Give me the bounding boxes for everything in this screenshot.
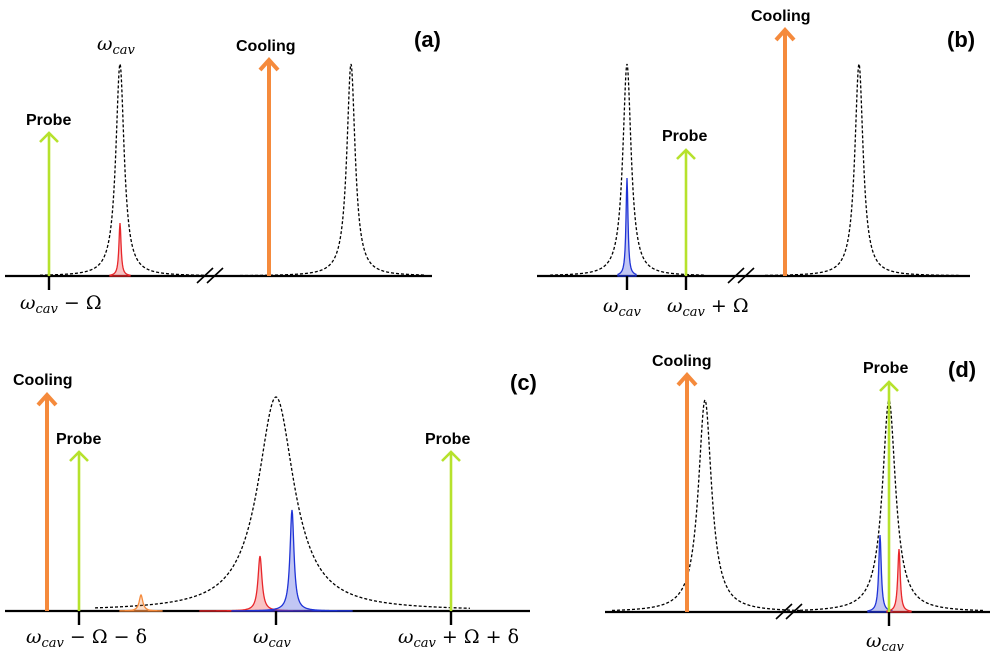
cooling-label-c: Cooling <box>13 372 73 389</box>
break-mark-a <box>196 267 224 284</box>
probe-label-d: Probe <box>863 360 908 377</box>
cavity-curve-d-left <box>611 398 801 612</box>
cooling-arrow-a <box>258 57 280 276</box>
tick-label-c-3: ωcav + Ω + δ <box>398 626 519 651</box>
red-sideband-peak-d <box>886 548 912 613</box>
red-sideband-peak-a <box>109 222 131 277</box>
panel-a: Probe Cooling (a) ωcav ωcav − Ω <box>5 27 441 317</box>
cavity-curve-a-left <box>39 63 206 276</box>
panel-label-a: (a) <box>414 27 441 52</box>
tick-label-c-2: ωcav <box>253 626 292 651</box>
panel-d: Cooling Probe (d) ωcav <box>605 353 990 655</box>
cavity-curve-c <box>94 396 471 609</box>
panel-label-b: (b) <box>947 27 975 52</box>
cavity-curve-b-left <box>549 63 706 276</box>
tick-label-a: ωcav − Ω <box>20 292 102 317</box>
blue-sideband-peak-b <box>617 177 637 277</box>
cooling-arrow-c <box>36 392 58 611</box>
probe-label-b: Probe <box>662 128 707 145</box>
cooling-arrow-d <box>676 372 698 612</box>
probe-arrow-c-left <box>69 450 89 611</box>
break-mark-d <box>775 603 803 620</box>
probe-arrow-b <box>676 148 696 276</box>
cavity-curve-b-right <box>765 63 960 277</box>
tick-label-b-1: ωcav <box>603 295 642 320</box>
tick-label-c-1: ωcav − Ω − δ <box>26 626 147 651</box>
break-mark-b <box>727 267 755 284</box>
probe-arrow-c-right <box>441 450 461 611</box>
panel-b: Probe Cooling (b) ωcav ωcav + Ω <box>537 8 975 320</box>
tick-label-b-2: ωcav + Ω <box>667 295 749 320</box>
tick-label-d-1: ωcav <box>866 630 905 655</box>
orange-sideband-peak-c <box>119 593 163 612</box>
blue-sideband-peak-c <box>231 509 353 612</box>
probe-label-a: Probe <box>26 112 71 129</box>
cooling-label-a: Cooling <box>236 38 296 55</box>
cavity-curve-a-right <box>230 63 426 277</box>
panel-label-d: (d) <box>948 357 976 382</box>
probe-label-c-right: Probe <box>425 431 470 448</box>
probe-arrow-d <box>879 380 899 612</box>
panel-c: Cooling Probe Probe (c) ωcav − Ω − δ ωca… <box>5 370 537 651</box>
panel-label-c: (c) <box>510 370 537 395</box>
cooling-label-b: Cooling <box>751 8 811 25</box>
omega-cav-label-a: ωcav <box>97 33 136 58</box>
cooling-label-d: Cooling <box>652 353 712 370</box>
probe-arrow-a <box>39 131 59 276</box>
cavity-curve-d-right <box>799 398 986 612</box>
probe-label-c-left: Probe <box>56 431 101 448</box>
cooling-arrow-b <box>774 27 796 276</box>
